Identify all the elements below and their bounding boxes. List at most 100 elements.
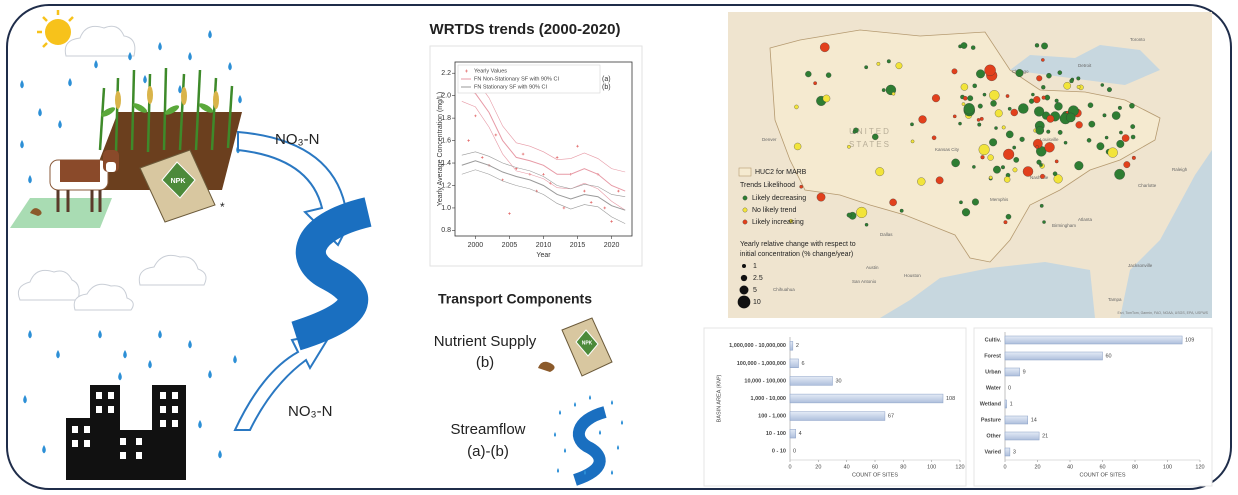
site	[932, 136, 936, 140]
site	[1053, 172, 1057, 176]
site	[985, 65, 996, 76]
city-label: Charlotte	[1138, 183, 1157, 188]
legend-label: Likely increasing	[752, 219, 804, 226]
legend-marker	[743, 208, 747, 212]
x-tick-label: 80	[1132, 464, 1138, 470]
site	[977, 118, 980, 121]
x-tick-label: 40	[844, 464, 850, 470]
site	[1119, 131, 1122, 134]
site	[1041, 43, 1047, 49]
site	[1035, 43, 1039, 47]
city-label: Raleigh	[1172, 167, 1188, 172]
site	[1097, 143, 1104, 150]
site	[953, 115, 956, 118]
site	[993, 166, 1000, 173]
site	[936, 177, 943, 184]
bar	[790, 429, 796, 438]
site	[1054, 102, 1062, 110]
value-label: 21	[1042, 433, 1048, 439]
site	[1018, 103, 1028, 113]
site	[1008, 107, 1011, 110]
bar	[790, 341, 793, 350]
y-axis-title: BASIN AREA (KM²)	[716, 374, 722, 422]
site	[980, 117, 983, 120]
site	[826, 73, 831, 78]
site	[1055, 99, 1059, 103]
legend-label: Yearly Values	[474, 68, 507, 74]
size-label: 2.5	[753, 275, 763, 282]
legend-title: initial concentration (% change/year)	[740, 251, 853, 258]
site	[865, 223, 868, 226]
legend-label: FN Stationary SF with 90% CI	[474, 84, 548, 90]
site	[794, 143, 801, 150]
site	[1006, 94, 1009, 97]
site	[932, 94, 940, 102]
site	[1042, 220, 1045, 223]
component-label: (a)-(b)	[467, 443, 509, 460]
asterisk: *	[220, 200, 225, 214]
x-tick-label: 120	[1195, 464, 1204, 470]
site	[1011, 109, 1018, 116]
site	[1047, 115, 1054, 122]
category-label: Varied	[984, 449, 1001, 455]
site	[805, 71, 811, 77]
site	[1042, 96, 1046, 100]
site	[820, 43, 829, 52]
site	[1117, 140, 1125, 148]
site	[989, 139, 997, 147]
category-label: 0 - 10	[772, 449, 786, 455]
site	[959, 201, 962, 204]
x-tick-label: 2020	[604, 242, 620, 249]
city-label: Dallas	[880, 232, 893, 237]
site	[847, 145, 850, 148]
site	[896, 62, 902, 68]
size-label: 10	[753, 299, 761, 306]
x-tick-label: 20	[1034, 464, 1040, 470]
value-label: 3	[1013, 449, 1016, 455]
bar	[790, 412, 885, 421]
legend-tag: (b)	[602, 84, 611, 91]
no3-label: NO₃-N	[288, 403, 332, 420]
legend-title: Trends Likelihood	[740, 182, 795, 189]
size-marker	[740, 286, 749, 295]
site	[1132, 156, 1136, 160]
site	[919, 116, 927, 124]
site	[1077, 77, 1081, 81]
legend-title: Yearly relative change with respect to	[740, 241, 856, 248]
bar	[1005, 400, 1007, 408]
legend-marker	[743, 196, 747, 200]
site	[1087, 138, 1091, 142]
value-label: 1	[1010, 401, 1013, 407]
x-tick-label: 60	[1099, 464, 1105, 470]
site	[1118, 106, 1122, 110]
size-marker	[741, 275, 747, 281]
site	[1006, 214, 1011, 219]
country-label: STATES	[849, 140, 891, 149]
site	[1066, 113, 1075, 122]
site	[967, 96, 972, 101]
site	[1122, 135, 1129, 142]
value-label: 109	[1185, 337, 1194, 343]
no3-label: NO₃-N	[275, 131, 319, 148]
page: { "labels": {"no3_top": "NO₃-N", "no3_bo…	[0, 0, 1238, 495]
bar	[1005, 432, 1039, 440]
site	[961, 42, 967, 48]
value-label: 9	[1023, 369, 1026, 375]
site	[1014, 157, 1019, 162]
site	[1029, 99, 1034, 104]
x-tick-label: 0	[1003, 464, 1006, 470]
city-label: Memphis	[990, 197, 1009, 202]
site	[1045, 142, 1055, 152]
category-label: Other	[986, 433, 1002, 439]
site	[1033, 96, 1040, 103]
site	[900, 209, 903, 212]
site	[961, 83, 968, 90]
bar	[1005, 368, 1020, 376]
value-label: 14	[1031, 417, 1037, 423]
size-label: 5	[753, 287, 757, 294]
site	[1076, 121, 1083, 128]
site	[1046, 130, 1050, 134]
x-axis-title: COUNT OF SITES	[1079, 472, 1125, 478]
site	[800, 185, 803, 188]
component-label: Nutrient Supply	[434, 333, 537, 350]
